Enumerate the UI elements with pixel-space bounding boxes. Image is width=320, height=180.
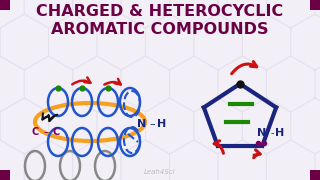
Text: Leah4Sci: Leah4Sci <box>144 169 176 175</box>
Polygon shape <box>310 0 320 10</box>
Text: C: C <box>31 127 39 137</box>
Polygon shape <box>310 170 320 180</box>
Text: -: - <box>270 128 274 138</box>
Text: C: C <box>52 127 60 137</box>
Polygon shape <box>0 0 10 10</box>
Text: –: – <box>44 127 48 137</box>
Text: H: H <box>157 119 167 129</box>
Text: AROMATIC COMPOUNDS: AROMATIC COMPOUNDS <box>51 22 269 37</box>
Polygon shape <box>0 170 10 180</box>
Text: CHARGED & HETEROCYCLIC: CHARGED & HETEROCYCLIC <box>36 4 284 19</box>
Text: N: N <box>257 128 267 138</box>
Text: –: – <box>149 119 155 129</box>
Text: H: H <box>276 128 284 138</box>
Text: N: N <box>137 119 147 129</box>
